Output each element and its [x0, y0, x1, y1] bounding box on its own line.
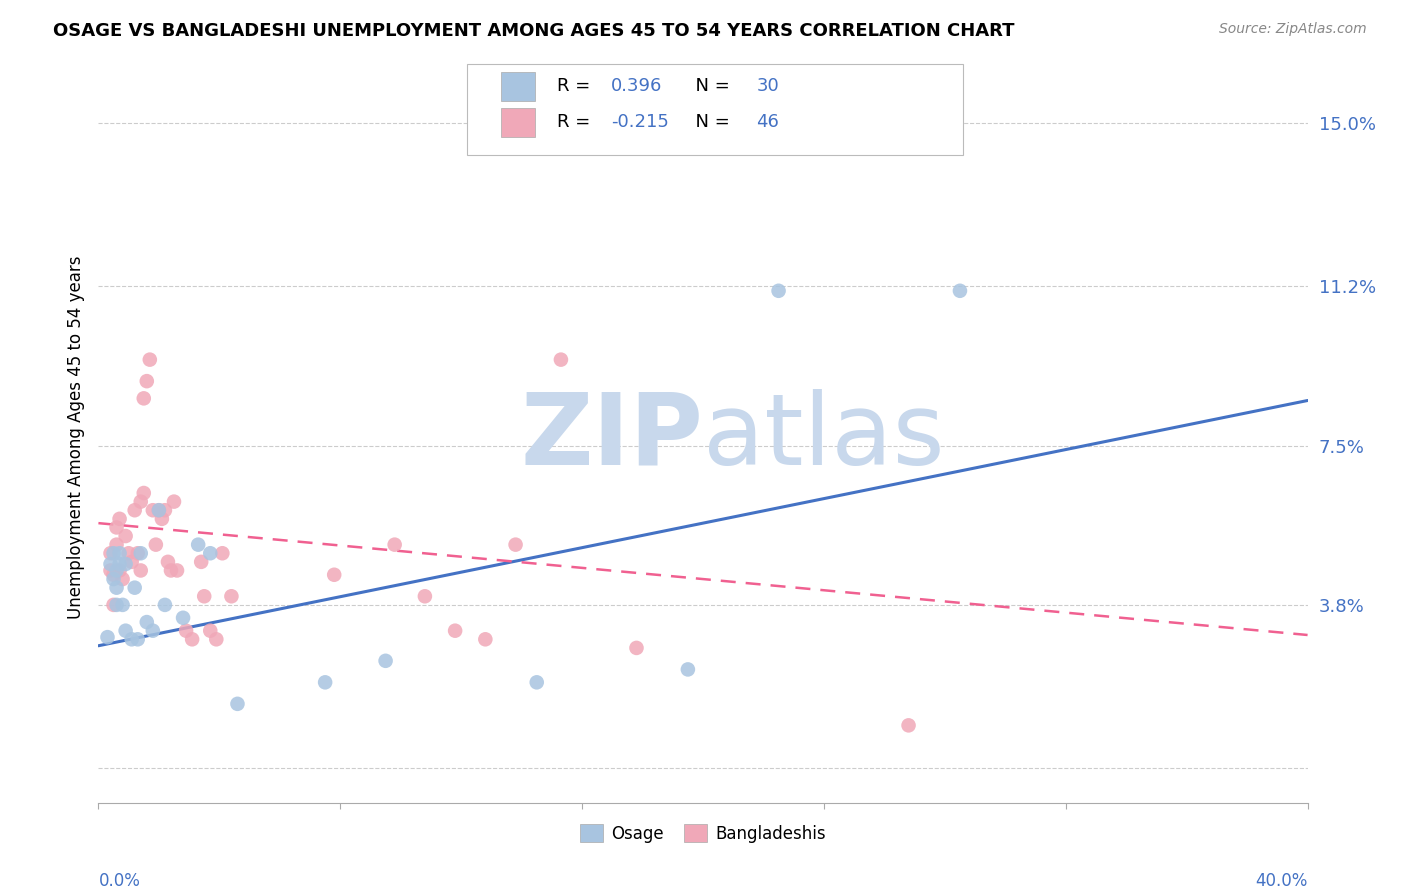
Point	[190, 555, 212, 569]
Point	[314, 675, 336, 690]
Point	[156, 555, 179, 569]
Point	[114, 529, 136, 543]
FancyBboxPatch shape	[501, 108, 534, 136]
Text: Source: ZipAtlas.com: Source: ZipAtlas.com	[1219, 22, 1367, 37]
Point	[108, 564, 131, 578]
Point	[105, 538, 128, 552]
Point	[193, 589, 215, 603]
Point	[413, 589, 436, 603]
Text: 46: 46	[756, 113, 779, 131]
Point	[103, 567, 125, 582]
Text: -0.215: -0.215	[612, 113, 669, 131]
Text: 0.0%: 0.0%	[98, 871, 141, 889]
Point	[163, 494, 186, 508]
Point	[111, 572, 134, 586]
Text: R =: R =	[557, 113, 596, 131]
Point	[111, 598, 134, 612]
Point	[96, 630, 118, 644]
Point	[148, 503, 170, 517]
Point	[100, 564, 122, 578]
Point	[129, 494, 152, 508]
Point	[153, 598, 176, 612]
Legend: Osage, Bangladeshis: Osage, Bangladeshis	[574, 817, 832, 849]
Text: 30: 30	[756, 78, 779, 95]
Point	[103, 598, 125, 612]
Point	[103, 546, 125, 560]
Point	[124, 581, 146, 595]
Point	[949, 284, 972, 298]
Point	[323, 567, 346, 582]
Point	[444, 624, 467, 638]
Point	[768, 284, 790, 298]
Point	[132, 486, 155, 500]
Point	[474, 632, 496, 647]
Point	[105, 564, 128, 578]
Text: OSAGE VS BANGLADESHI UNEMPLOYMENT AMONG AGES 45 TO 54 YEARS CORRELATION CHART: OSAGE VS BANGLADESHI UNEMPLOYMENT AMONG …	[53, 22, 1015, 40]
Point	[160, 564, 183, 578]
Point	[153, 503, 176, 517]
Point	[127, 632, 149, 647]
Point	[172, 611, 194, 625]
Point	[124, 503, 146, 517]
Point	[132, 392, 155, 406]
Point	[103, 572, 125, 586]
Text: 40.0%: 40.0%	[1256, 871, 1308, 889]
FancyBboxPatch shape	[501, 72, 534, 101]
Point	[129, 546, 152, 560]
Point	[108, 546, 131, 560]
Point	[505, 538, 527, 552]
Point	[142, 503, 165, 517]
Point	[105, 598, 128, 612]
Point	[897, 718, 920, 732]
Point	[114, 624, 136, 638]
Point	[118, 546, 141, 560]
Point	[205, 632, 228, 647]
Point	[187, 538, 209, 552]
Point	[374, 654, 396, 668]
Point	[129, 564, 152, 578]
Point	[127, 546, 149, 560]
Point	[100, 557, 122, 571]
Point	[676, 662, 699, 676]
FancyBboxPatch shape	[467, 64, 963, 155]
Point	[100, 546, 122, 560]
Point	[384, 538, 406, 552]
Point	[200, 546, 222, 560]
Point	[145, 538, 167, 552]
Point	[526, 675, 548, 690]
Point	[135, 374, 157, 388]
Text: 0.396: 0.396	[612, 78, 662, 95]
Point	[121, 555, 143, 569]
Text: ZIP: ZIP	[520, 389, 703, 485]
Point	[108, 557, 131, 571]
Point	[142, 624, 165, 638]
Text: atlas: atlas	[703, 389, 945, 485]
Point	[626, 640, 648, 655]
Point	[166, 564, 188, 578]
Y-axis label: Unemployment Among Ages 45 to 54 years: Unemployment Among Ages 45 to 54 years	[66, 255, 84, 619]
Point	[150, 512, 173, 526]
Point	[550, 352, 572, 367]
Point	[211, 546, 233, 560]
Point	[135, 615, 157, 629]
Point	[105, 520, 128, 534]
Point	[105, 581, 128, 595]
Point	[139, 352, 162, 367]
Point	[108, 512, 131, 526]
Text: N =: N =	[683, 113, 735, 131]
Point	[148, 503, 170, 517]
Text: N =: N =	[683, 78, 735, 95]
Point	[221, 589, 243, 603]
Point	[200, 624, 222, 638]
Point	[174, 624, 197, 638]
Point	[114, 557, 136, 571]
Point	[181, 632, 204, 647]
Text: R =: R =	[557, 78, 596, 95]
Point	[121, 632, 143, 647]
Point	[226, 697, 249, 711]
